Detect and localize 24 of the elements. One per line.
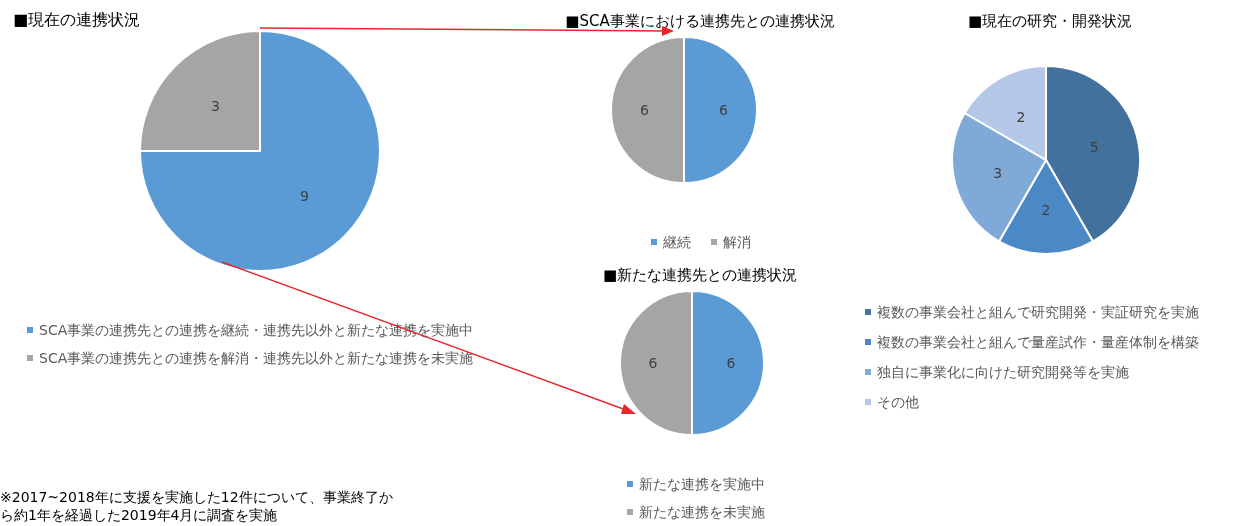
data-label: 6 xyxy=(640,102,650,118)
legend-label: その他 xyxy=(877,394,919,410)
chart-title: ■SCA事業における連携先との連携状況 xyxy=(565,11,835,30)
chart-title: ■現在の連携状況 xyxy=(13,9,141,29)
data-label: 9 xyxy=(300,187,310,204)
data-label: 2 xyxy=(1016,108,1026,125)
legend-label: 解消 xyxy=(723,234,751,250)
legend-label: 新たな連携を実施中 xyxy=(639,476,765,492)
legend-label: 複数の事業会社と組んで研究開発・実証研究を実施 xyxy=(877,304,1199,320)
legend-label: 独自に事業化に向けた研究開発等を実施 xyxy=(877,364,1129,380)
chart-title: ■現在の研究・開発状況 xyxy=(967,11,1133,30)
data-label: 3 xyxy=(210,98,220,115)
legend-label: 複数の事業会社と組んで量産試作・量産体制を構築 xyxy=(877,334,1199,350)
chart-title: ■新たな連携先との連携状況 xyxy=(602,265,798,284)
data-label: 6 xyxy=(719,102,729,118)
data-label: 3 xyxy=(993,164,1003,181)
legend-label: SCA事業の連携先との連携を解消・連携先以外と新たな連携を未実施 xyxy=(39,350,474,366)
legend-label: 新たな連携を未実施 xyxy=(639,504,765,520)
data-label: 6 xyxy=(648,355,658,371)
legend-label: 継続 xyxy=(662,234,691,250)
text: ※2017~2018年に支援を実施した12件について、事業終了から約1年を経過した2019年4月に調査を実施 xyxy=(0,489,393,523)
data-label: 2 xyxy=(1041,202,1051,218)
data-label: 5 xyxy=(1089,139,1099,156)
data-label: 6 xyxy=(726,355,736,371)
